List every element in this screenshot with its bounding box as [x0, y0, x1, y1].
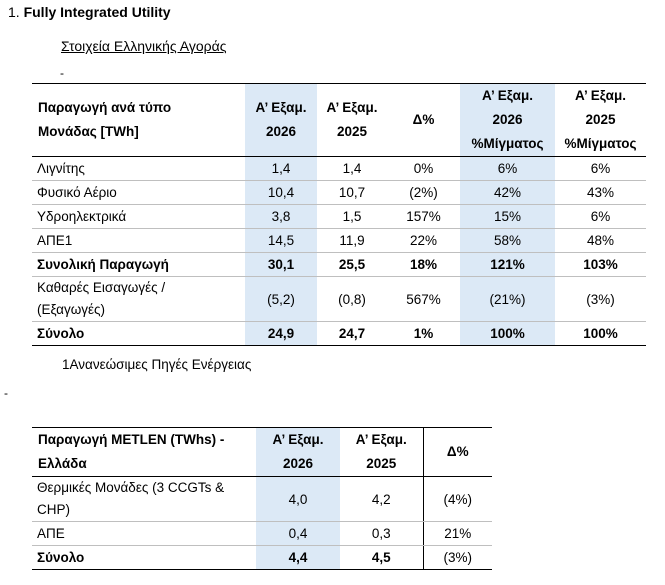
metlen-production-table: Παραγωγή METLEN (TWhs) - Ελλάδα Α’ Εξαμ.… — [32, 427, 492, 570]
section-number: 1. — [8, 4, 20, 20]
row-label: Σύνολο — [32, 545, 256, 570]
table-row-total: Σύνολο 4,4 4,5 (3%) — [32, 545, 492, 570]
section-heading: 1. Fully Integrated Utility — [8, 4, 171, 20]
table-row: Καθαρές Εισαγωγές / (Εξαγωγές) (5,2) (0,… — [32, 276, 646, 322]
dash-marker: - — [60, 66, 64, 80]
header-metlen-production: Παραγωγή METLEN (TWhs) - Ελλάδα — [32, 427, 256, 477]
table-row: Λιγνίτης 1,4 1,4 0% 6% 6% — [32, 156, 646, 181]
header-production-type: Παραγωγή ανά τύπο Μονάδας [TWh] — [32, 83, 245, 157]
table-row-total: Σύνολο 24,9 24,7 1% 100% 100% — [32, 321, 646, 346]
table-header-row: Παραγωγή METLEN (TWhs) - Ελλάδα Α’ Εξαμ.… — [32, 427, 492, 477]
row-label: Σύνολο — [32, 321, 245, 346]
row-label: ΑΠΕ1 — [32, 228, 245, 253]
header-h1-2026: Α’ Εξαμ. 2026 — [245, 83, 317, 157]
header-h1-2025: Α’ Εξαμ. 2025 — [317, 83, 387, 157]
header-h1-2026: Α’ Εξαμ. 2026 — [256, 427, 340, 477]
row-label: ΑΠΕ — [32, 521, 256, 546]
header-delta: Δ% — [422, 427, 492, 477]
header-mix-2026: Α’ Εξαμ. 2026 %Μίγματος — [460, 83, 555, 157]
table-row: Θερμικές Μονάδες (3 CCGTs & CHP) 4,0 4,2… — [32, 476, 492, 522]
header-delta: Δ% — [387, 83, 460, 157]
greek-market-production-table: Παραγωγή ανά τύπο Μονάδας [TWh] Α’ Εξαμ.… — [32, 83, 646, 346]
row-label: Λιγνίτης — [32, 156, 245, 181]
table-row: ΑΠΕ 0,4 0,3 21% — [32, 521, 492, 546]
row-label: Υδροηλεκτρικά — [32, 204, 245, 229]
section-title: Fully Integrated Utility — [23, 4, 171, 20]
row-label: Φυσικό Αέριο — [32, 180, 245, 205]
row-label: Συνολική Παραγωγή — [32, 252, 245, 277]
table-header-row: Παραγωγή ανά τύπο Μονάδας [TWh] Α’ Εξαμ.… — [32, 83, 646, 157]
table-row-total-production: Συνολική Παραγωγή 30,1 25,5 18% 121% 103… — [32, 252, 646, 277]
row-label: Θερμικές Μονάδες (3 CCGTs & CHP) — [32, 476, 256, 522]
table-row: Φυσικό Αέριο 10,4 10,7 (2%) 42% 43% — [32, 180, 646, 205]
header-h1-2025: Α’ Εξαμ. 2025 — [340, 427, 423, 477]
row-label: Καθαρές Εισαγωγές / (Εξαγωγές) — [32, 276, 245, 322]
table-row: ΑΠΕ1 14,5 11,9 22% 58% 48% — [32, 228, 646, 253]
table-row: Υδροηλεκτρικά 3,8 1,5 157% 15% 6% — [32, 204, 646, 229]
footnote: 1Ανανεώσιμες Πηγές Ενέργειας — [62, 357, 252, 372]
market-data-subtitle: Στοιχεία Ελληνικής Αγοράς — [61, 38, 227, 54]
header-mix-2025: Α’ Εξαμ. 2025 %Μίγματος — [555, 83, 646, 157]
dash-marker: - — [4, 386, 8, 400]
